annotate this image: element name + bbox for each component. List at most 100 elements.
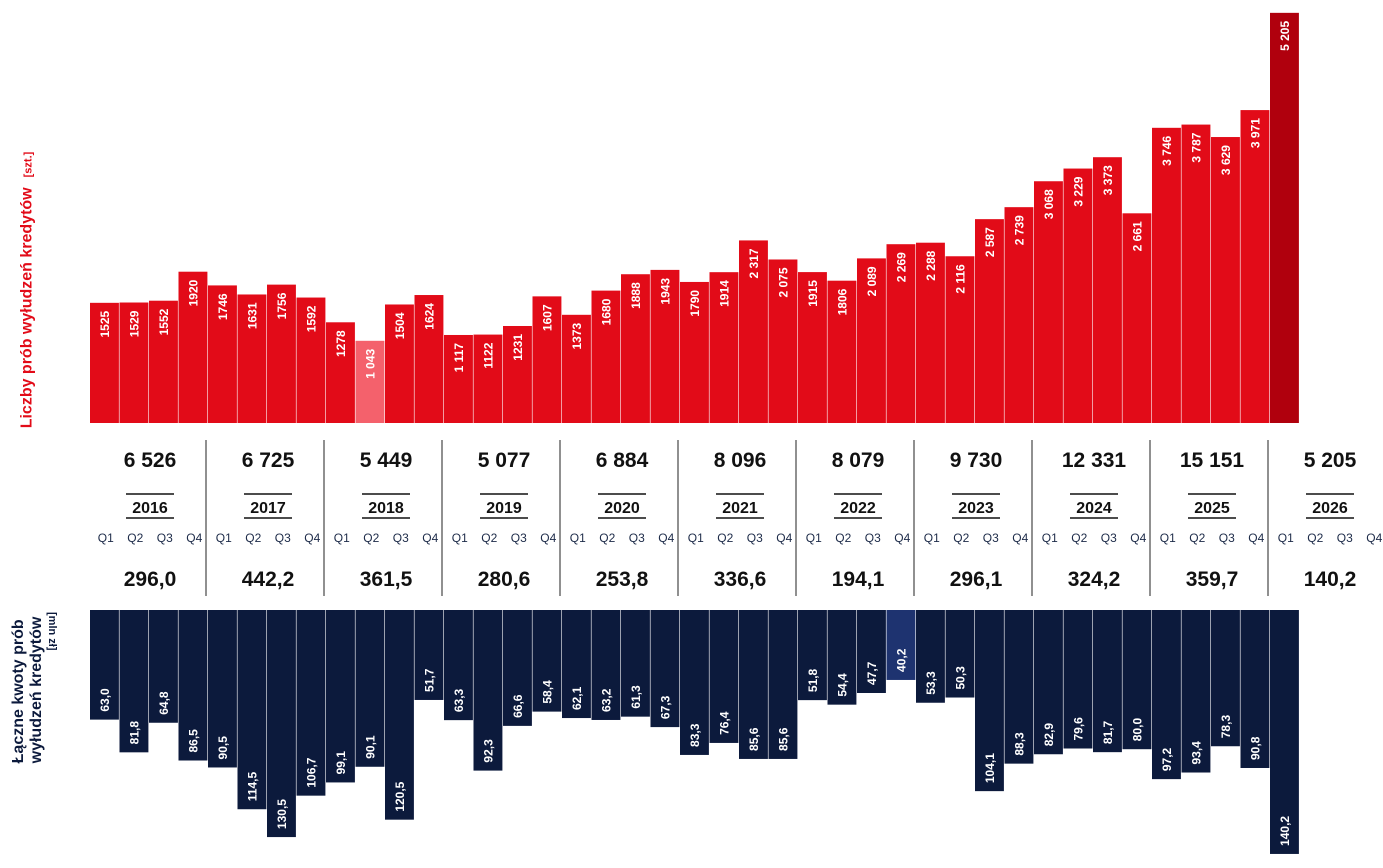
quarter-label: Q3 bbox=[1101, 531, 1117, 545]
amount-bar-label: 92,3 bbox=[481, 739, 495, 763]
count-bar bbox=[237, 294, 267, 423]
year-total-amount: 194,1 bbox=[832, 568, 885, 591]
amount-bar bbox=[768, 610, 798, 759]
count-bar-label: 1552 bbox=[157, 308, 171, 335]
year-label: 2020 bbox=[604, 500, 640, 517]
amount-bar bbox=[650, 610, 680, 728]
count-bar-label: 1943 bbox=[658, 278, 672, 305]
count-bar bbox=[562, 314, 591, 423]
year-total-amount: 296,1 bbox=[950, 568, 1003, 591]
count-bar-label: 1 117 bbox=[452, 343, 466, 373]
quarter-label: Q2 bbox=[599, 531, 615, 545]
quarter-label: Q2 bbox=[1071, 531, 1087, 545]
amount-bar bbox=[1240, 610, 1270, 768]
quarter-label: Q4 bbox=[186, 531, 202, 545]
amount-bar-label: 53,3 bbox=[924, 671, 938, 695]
quarter-label: Q1 bbox=[334, 531, 350, 545]
count-bar bbox=[650, 269, 680, 423]
quarter-label: Q1 bbox=[1160, 531, 1176, 545]
year-label: 2016 bbox=[132, 500, 168, 517]
amount-bar-label: 90,1 bbox=[363, 735, 377, 759]
count-bar-label: 2 661 bbox=[1130, 221, 1144, 251]
amount-bar-label: 88,3 bbox=[1012, 732, 1026, 756]
count-bar-label: 2 317 bbox=[747, 248, 761, 278]
quarter-label: Q1 bbox=[216, 531, 232, 545]
amount-bar bbox=[1211, 610, 1240, 747]
year-label: 2021 bbox=[722, 500, 758, 517]
amount-bar-label: 86,5 bbox=[186, 729, 200, 753]
amount-bar bbox=[237, 610, 267, 810]
count-bar bbox=[827, 280, 857, 423]
amount-bar-label: 79,6 bbox=[1071, 717, 1085, 741]
amount-bar bbox=[149, 610, 178, 723]
count-bar bbox=[503, 325, 532, 423]
count-bar bbox=[385, 304, 414, 423]
amount-bar bbox=[326, 610, 355, 783]
count-bar-label: 1624 bbox=[422, 303, 436, 330]
year-total-count: 6 526 bbox=[124, 449, 177, 472]
amount-bar bbox=[1004, 610, 1034, 764]
year-total-amount: 296,0 bbox=[124, 568, 177, 591]
amount-bar bbox=[1270, 610, 1299, 854]
year-total-amount: 361,5 bbox=[360, 568, 413, 591]
count-bar-label: 1278 bbox=[334, 330, 348, 357]
quarter-label: Q4 bbox=[1366, 531, 1382, 545]
amount-bar-label: 47,7 bbox=[865, 661, 879, 685]
quarter-label: Q3 bbox=[747, 531, 763, 545]
amount-bar-label: 51,7 bbox=[422, 668, 436, 692]
amount-bar-label: 130,5 bbox=[275, 799, 289, 829]
count-bar bbox=[709, 272, 739, 423]
count-bar-label: 1592 bbox=[304, 305, 318, 332]
year-total-count: 15 151 bbox=[1180, 449, 1245, 472]
count-bar-label: 2 739 bbox=[1012, 215, 1026, 245]
count-bar bbox=[975, 219, 1004, 423]
count-bar bbox=[444, 334, 473, 423]
count-bar bbox=[857, 258, 886, 423]
count-bar-label: 1525 bbox=[98, 311, 112, 338]
quarter-label: Q1 bbox=[570, 531, 586, 545]
year-label: 2024 bbox=[1076, 500, 1112, 517]
quarter-label: Q2 bbox=[481, 531, 497, 545]
amount-bar-label: 40,2 bbox=[894, 648, 908, 672]
amount-bar bbox=[916, 610, 945, 703]
year-label: 2023 bbox=[958, 500, 994, 517]
amount-bar-label: 104,1 bbox=[983, 753, 997, 783]
quarter-label: Q3 bbox=[629, 531, 645, 545]
amount-bar-label: 82,9 bbox=[1042, 723, 1056, 747]
quarter-label: Q3 bbox=[1337, 531, 1353, 545]
quarter-label: Q2 bbox=[127, 531, 143, 545]
amount-bar bbox=[562, 610, 591, 719]
year-total-count: 9 730 bbox=[950, 449, 1003, 472]
amount-bar-label: 93,4 bbox=[1189, 741, 1203, 765]
amount-bar bbox=[827, 610, 857, 705]
count-bar-label: 3 787 bbox=[1189, 132, 1203, 162]
year-total-count: 5 449 bbox=[360, 449, 413, 472]
count-bar bbox=[473, 334, 503, 423]
count-bar-label: 3 373 bbox=[1101, 165, 1115, 195]
amount-bar bbox=[975, 610, 1004, 792]
quarter-label: Q2 bbox=[1189, 531, 1205, 545]
amount-bar bbox=[444, 610, 473, 721]
count-bar-label: 1122 bbox=[481, 342, 495, 368]
count-bar-label: 1790 bbox=[688, 290, 702, 317]
amount-bar bbox=[680, 610, 709, 755]
amount-bar-label: 90,8 bbox=[1248, 736, 1262, 760]
year-total-count: 5 077 bbox=[478, 449, 531, 472]
count-bar bbox=[1240, 110, 1270, 423]
count-bar-label: 1888 bbox=[629, 282, 643, 309]
amount-bar bbox=[1152, 610, 1181, 780]
quarter-label: Q3 bbox=[1219, 531, 1235, 545]
count-bar bbox=[149, 300, 178, 423]
amount-bar-label: 63,3 bbox=[452, 688, 466, 712]
year-total-count: 6 884 bbox=[596, 449, 649, 472]
quarter-label: Q1 bbox=[452, 531, 468, 545]
amount-bar bbox=[1122, 610, 1152, 750]
amount-bar bbox=[178, 610, 208, 761]
amount-bar-label: 63,0 bbox=[98, 688, 112, 712]
amount-bar-label: 83,3 bbox=[688, 723, 702, 747]
quarter-label: Q4 bbox=[894, 531, 910, 545]
count-bar-label: 3 971 bbox=[1248, 118, 1262, 148]
amount-bar-label: 85,6 bbox=[747, 727, 761, 751]
amount-bar bbox=[1034, 610, 1063, 755]
